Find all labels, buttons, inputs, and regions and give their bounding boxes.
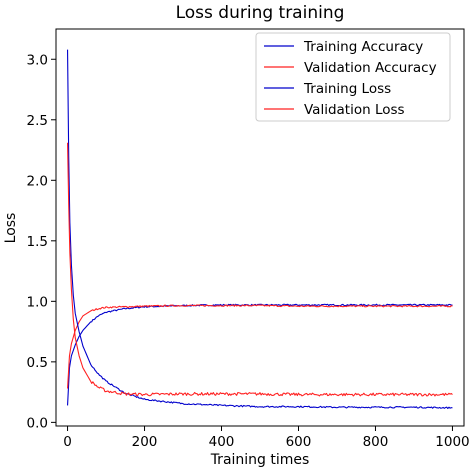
- x-tick-label: 600: [286, 434, 312, 450]
- plot-area: [55, 28, 465, 427]
- legend-label: Validation Loss: [304, 102, 405, 118]
- legend-label: Training Loss: [303, 81, 391, 97]
- plot-frame: [55, 28, 465, 427]
- legend-label: Training Accuracy: [303, 39, 423, 55]
- y-axis-ticks: 0.0 0.5 1.0 1.5 2.0 2.5 3.0: [27, 52, 56, 431]
- x-axis-ticks: 0 200 400 600 800 1000: [63, 426, 470, 450]
- y-tick-label: 3.0: [27, 52, 48, 68]
- y-tick-label: 2.0: [27, 173, 48, 189]
- y-tick-label: 0.0: [27, 415, 48, 431]
- y-tick-label: 0.5: [27, 355, 48, 371]
- x-tick-label: 800: [363, 434, 389, 450]
- y-axis-label: Loss: [3, 213, 19, 244]
- y-tick-label: 2.5: [27, 113, 48, 129]
- x-tick-label: 0: [63, 434, 72, 450]
- x-tick-label: 1000: [435, 434, 469, 450]
- y-tick-label: 1.0: [27, 294, 48, 310]
- series-layer: [67, 49, 453, 410]
- y-tick-label: 1.5: [27, 234, 48, 250]
- legend: Training Accuracy Validation Accuracy Trai…: [255, 32, 451, 122]
- x-tick-label: 400: [209, 434, 235, 450]
- legend-label: Validation Accuracy: [304, 60, 437, 76]
- x-axis-label: Training times: [210, 452, 310, 468]
- chart-title: Loss during training: [176, 3, 345, 23]
- legend-box: [255, 32, 451, 122]
- series-line-training-accuracy: [67, 303, 453, 406]
- series-line-validation-accuracy: [67, 304, 453, 389]
- series-line-validation-loss: [67, 142, 453, 397]
- x-tick-label: 200: [132, 434, 158, 450]
